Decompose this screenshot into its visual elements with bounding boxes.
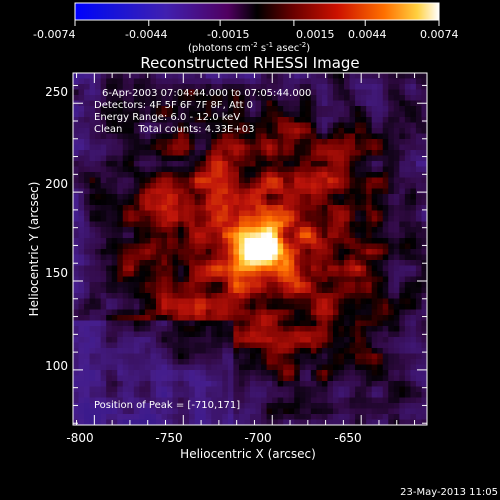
colorbar-gradient — [74, 2, 440, 21]
colorbar-ticks — [74, 20, 440, 26]
colorbar-tick-label: 0.0015 — [296, 28, 335, 41]
y-tick-label: 250 — [45, 85, 68, 99]
axis-ticks — [73, 73, 427, 425]
x-tick-label: -750 — [155, 431, 182, 445]
colorbar-tick-label: 0.0074 — [420, 28, 459, 41]
colorbar-tick-label: -0.0015 — [207, 28, 249, 41]
x-tick-label: -700 — [244, 431, 271, 445]
annotation-detectors: Detectors: 4F 5F 6F 7F 8F, Att 0 — [94, 100, 253, 111]
annotations: 6-Apr-2003 07:04:44.000 to 07:05:44.000 … — [94, 88, 311, 411]
colorbar: -0.0074 -0.0044 -0.0015 0.0015 0.0044 0.… — [33, 2, 459, 54]
x-axis-label: Heliocentric X (arcsec) — [180, 447, 316, 461]
figure-title: Reconstructed RHESSI Image — [140, 54, 359, 72]
annotation-time-range: 6-Apr-2003 07:04:44.000 to 07:05:44.000 — [102, 88, 311, 99]
annotation-clean: Clean Total counts: 4.33E+03 — [94, 124, 254, 135]
rhessi-image — [73, 73, 427, 425]
colorbar-units: (photons cm-2 s-1 asec-2) — [188, 41, 310, 54]
annotation-peak: Position of Peak = [-710,171] — [94, 400, 240, 411]
y-axis-label: Heliocentric Y (arcsec) — [27, 182, 41, 317]
x-tick-label: -650 — [334, 431, 361, 445]
footer-timestamp: 23-May-2013 11:05 — [400, 487, 498, 498]
colorbar-tick-label: -0.0044 — [125, 28, 167, 41]
y-tick-label: 100 — [45, 359, 68, 373]
x-tick-label: -800 — [66, 431, 93, 445]
annotation-energy: Energy Range: 6.0 - 12.0 keV — [94, 112, 240, 123]
plot-frame — [72, 72, 428, 426]
y-tick-label: 150 — [45, 266, 68, 280]
colorbar-tick-label: -0.0074 — [33, 28, 75, 41]
colorbar-tick-label: 0.0044 — [348, 28, 387, 41]
y-tick-label: 200 — [45, 177, 68, 191]
